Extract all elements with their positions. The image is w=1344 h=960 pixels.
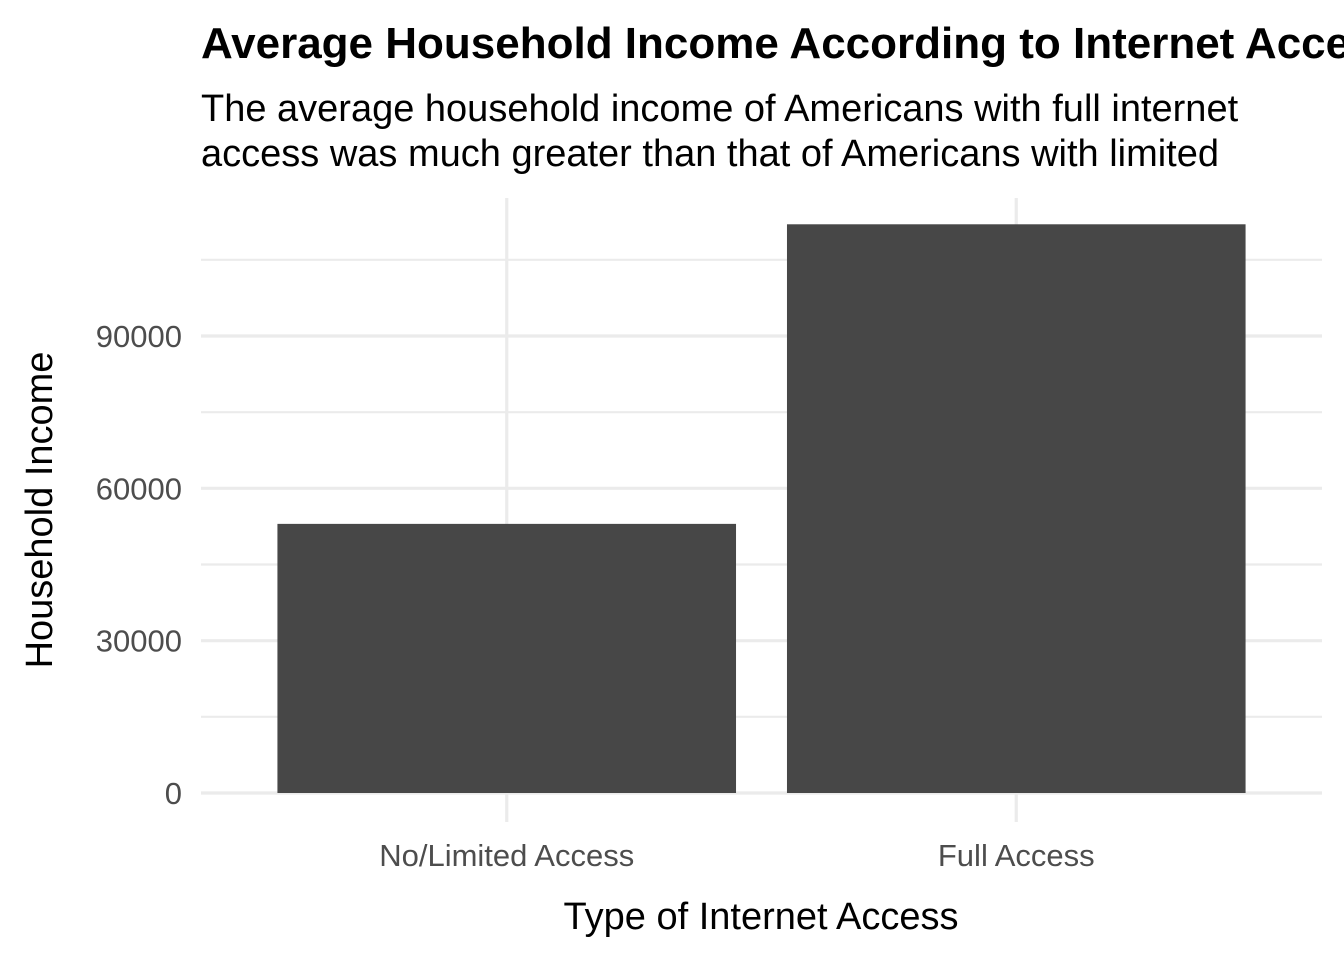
- x-tick-label: Full Access: [938, 838, 1095, 873]
- chart-title: Average Household Income According to In…: [201, 19, 1344, 68]
- chart-subtitle-line-2: access was much greater than that of Ame…: [201, 133, 1219, 175]
- x-axis-title: Type of Internet Access: [564, 896, 959, 938]
- x-tick-label: No/Limited Access: [379, 838, 634, 873]
- bar: [277, 523, 737, 793]
- bar: [786, 224, 1246, 794]
- y-tick-label: 30000: [96, 624, 182, 659]
- chart-subtitle-line-1: The average household income of American…: [201, 88, 1239, 130]
- y-axis-ticks: 0 30000 60000 90000: [96, 319, 182, 811]
- y-tick-label: 90000: [96, 319, 182, 354]
- y-axis-title: Household Income: [19, 352, 61, 669]
- x-axis-ticks: No/Limited Access Full Access: [379, 838, 1094, 873]
- y-tick-label: 60000: [96, 471, 182, 506]
- bars: [277, 224, 1246, 794]
- y-tick-label: 0: [165, 776, 182, 811]
